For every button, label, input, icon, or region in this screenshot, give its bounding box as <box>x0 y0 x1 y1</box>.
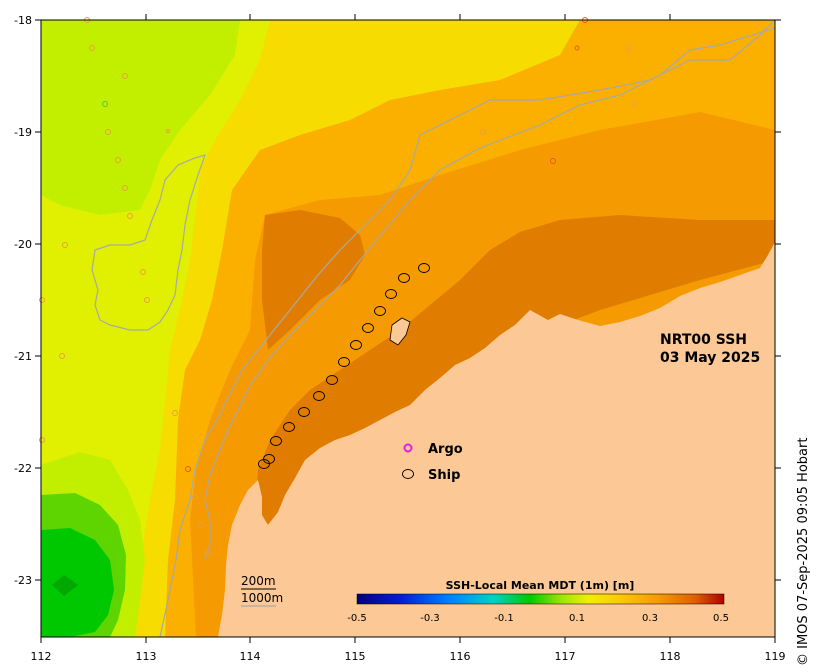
ship-marker[interactable] <box>338 357 350 367</box>
axis-ticks <box>35 14 781 643</box>
ship-marker[interactable] <box>270 436 282 446</box>
argo-marker[interactable] <box>105 129 111 135</box>
argo-marker[interactable] <box>172 410 178 416</box>
bathymetry-contours <box>91 20 775 637</box>
colorbar-tick: 0.3 <box>642 613 658 624</box>
longitude-labels: 112 113 114 115 116 117 118 119 <box>31 650 786 663</box>
contour-1000m <box>159 20 775 637</box>
contour-plateau <box>91 154 206 331</box>
bathy-200m-label: 200m <box>241 574 276 588</box>
lat-tick-label: -19 <box>14 126 32 139</box>
date-label: 03 May 2025 <box>660 350 760 366</box>
argo-marker[interactable] <box>205 550 211 556</box>
lon-tick-label: 113 <box>136 650 157 663</box>
credit-label: © IMOS 07-Sep-2025 09:05 Hobart <box>796 437 811 666</box>
colorbar-tick: -0.1 <box>494 613 514 624</box>
colorbar-tick: -0.3 <box>420 613 440 624</box>
argo-marker[interactable] <box>39 297 45 303</box>
colorbar-gradient <box>356 593 725 605</box>
lon-tick-label: 115 <box>345 650 366 663</box>
lon-tick-label: 119 <box>765 650 786 663</box>
lat-tick-label: -20 <box>14 238 32 251</box>
argo-legend-label: Argo <box>428 442 463 457</box>
argo-marker[interactable] <box>550 158 556 164</box>
ship-marker[interactable] <box>263 454 275 464</box>
bathymetry-legend: 200m 1000m <box>241 574 283 607</box>
argo-legend-icon <box>403 443 413 453</box>
lat-tick-label: -21 <box>14 350 32 363</box>
field-bright-green-core <box>41 528 114 637</box>
argo-marker[interactable] <box>625 45 631 51</box>
ship-track <box>258 263 430 469</box>
argo-marker[interactable] <box>192 494 198 500</box>
lat-tick-label: -23 <box>14 574 32 587</box>
ship-marker[interactable] <box>313 391 325 401</box>
ship-marker[interactable] <box>362 323 374 333</box>
ship-marker[interactable] <box>258 459 270 469</box>
land-mass <box>218 242 775 637</box>
ship-marker[interactable] <box>385 289 397 299</box>
argo-marker[interactable] <box>632 101 638 107</box>
argo-marker[interactable] <box>62 242 68 248</box>
lon-tick-label: 117 <box>555 650 576 663</box>
island-barrow <box>389 317 411 346</box>
argo-marker[interactable] <box>102 101 108 107</box>
ship-marker[interactable] <box>418 263 430 273</box>
ship-marker[interactable] <box>374 306 386 316</box>
lon-tick-label: 118 <box>660 650 681 663</box>
ship-legend-icon <box>402 469 414 479</box>
colorbar: SSH-Local Mean MDT (1m) [m] -0.5 -0.3 -0… <box>347 579 729 624</box>
colorbar-tick: 0.1 <box>569 613 585 624</box>
field-green-eddy-center <box>52 575 78 596</box>
lon-tick-label: 116 <box>450 650 471 663</box>
argo-marker[interactable] <box>144 297 150 303</box>
ship-marker[interactable] <box>398 273 410 283</box>
lat-tick-label: -22 <box>14 462 32 475</box>
argo-marker[interactable] <box>140 269 146 275</box>
field-yellowgreen-north <box>41 20 240 215</box>
ship-legend-label: Ship <box>428 468 460 483</box>
field-dark-orange-coastal <box>255 215 775 530</box>
argo-marker[interactable] <box>39 437 45 443</box>
plot-frame <box>40 19 776 638</box>
ship-marker[interactable] <box>326 375 338 385</box>
argo-marker[interactable] <box>115 157 121 163</box>
lon-tick-label: 114 <box>240 650 261 663</box>
ship-marker[interactable] <box>350 340 362 350</box>
product-label: NRT00 SSH <box>660 332 747 348</box>
lat-tick-label: -18 <box>14 14 32 27</box>
argo-marker[interactable] <box>480 129 486 135</box>
colorbar-title: SSH-Local Mean MDT (1m) [m] <box>446 579 635 592</box>
argo-marker[interactable] <box>127 213 133 219</box>
argo-marker[interactable] <box>89 45 95 51</box>
argo-marker[interactable] <box>166 129 170 133</box>
bathy-1000m-label: 1000m <box>241 591 283 605</box>
ship-marker[interactable] <box>298 407 310 417</box>
argo-marker[interactable] <box>122 73 128 79</box>
marker-legend: Argo Ship <box>402 442 463 483</box>
contour-200m <box>204 27 775 561</box>
lon-tick-label: 112 <box>31 650 52 663</box>
argo-marker[interactable] <box>122 185 128 191</box>
ship-marker[interactable] <box>283 422 295 432</box>
latitude-labels: -18 -19 -20 -21 -22 -23 <box>14 14 32 587</box>
argo-marker[interactable] <box>574 45 580 51</box>
argo-marker[interactable] <box>198 522 204 528</box>
colorbar-tick: 0.5 <box>713 613 729 624</box>
argo-marker[interactable] <box>59 353 65 359</box>
colorbar-tick: -0.5 <box>347 613 367 624</box>
argo-marker[interactable] <box>185 466 191 472</box>
